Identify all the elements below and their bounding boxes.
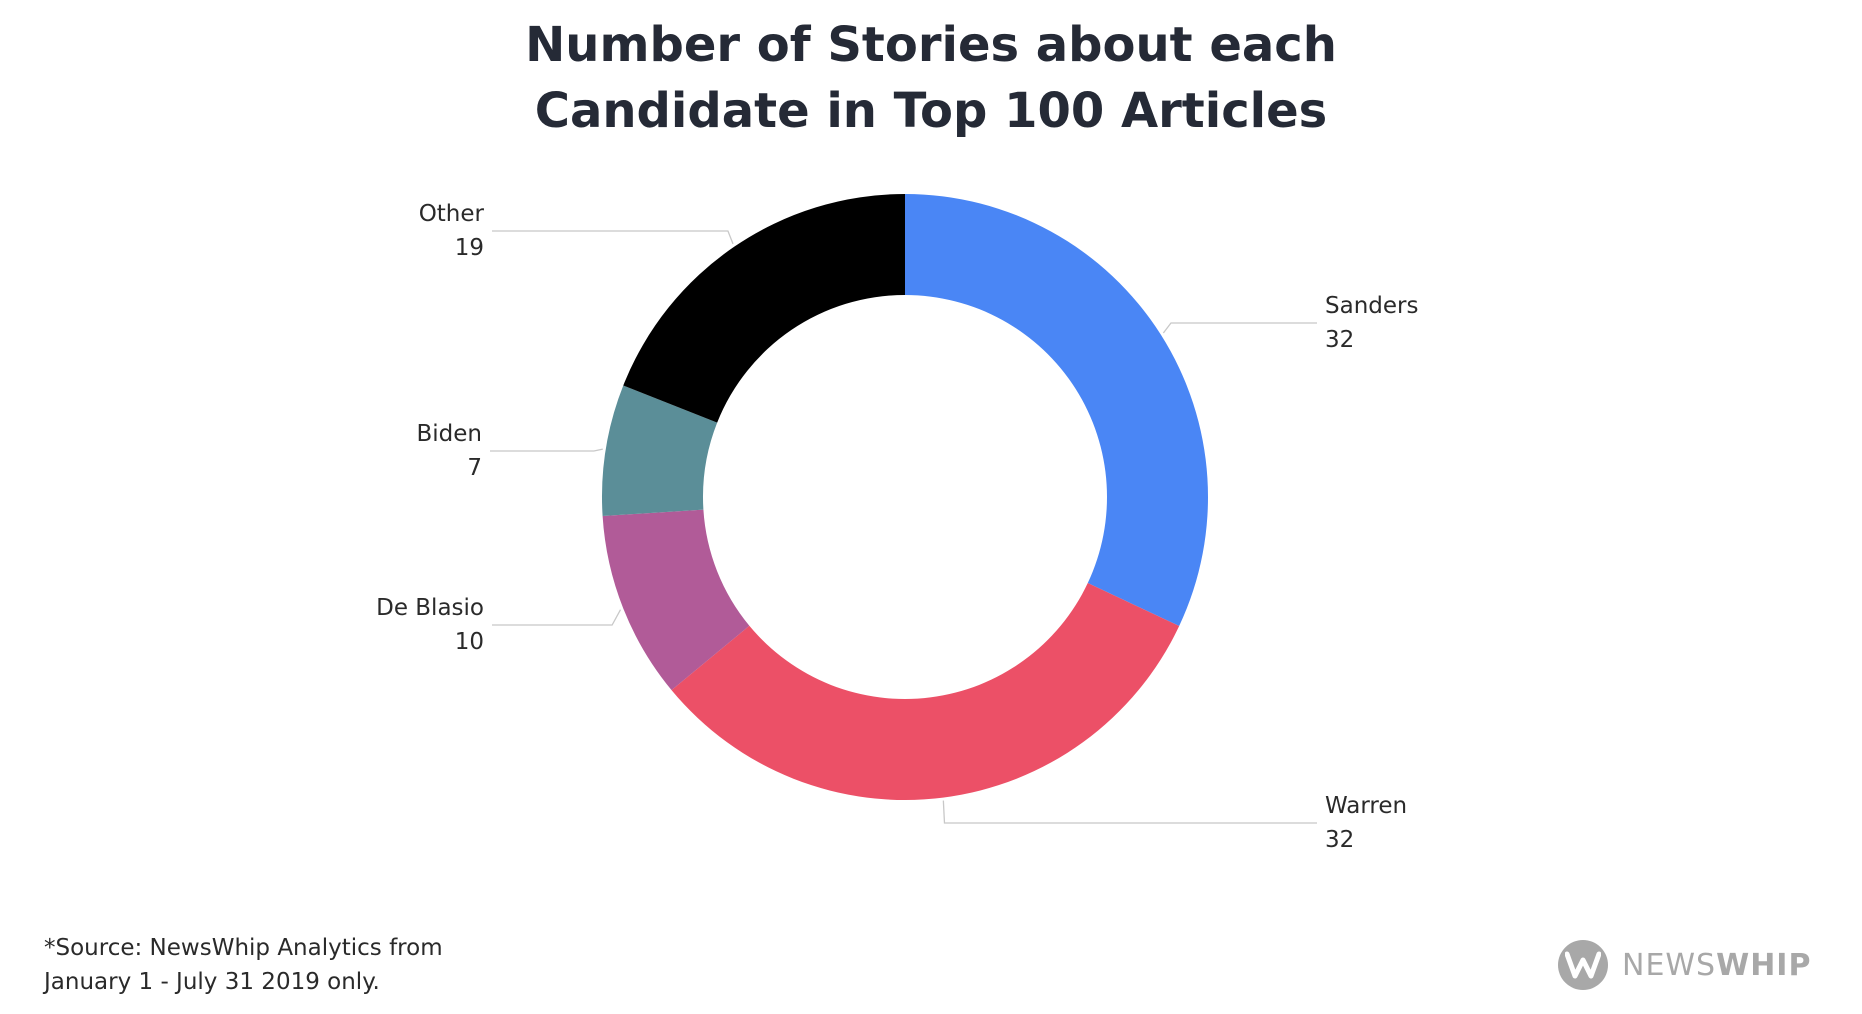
leader-line-sanders xyxy=(1162,322,1317,334)
slice-label-other: Other xyxy=(419,201,485,227)
slice-sanders xyxy=(905,194,1208,627)
leader-line-de-blasio xyxy=(492,609,622,626)
slice-value-de-blasio: 10 xyxy=(455,629,484,655)
leader-line-biden xyxy=(490,448,603,452)
slice-label-de-blasio: De Blasio xyxy=(376,595,484,621)
newswhip-logo: NEWSWHIP xyxy=(1558,940,1811,990)
slice-value-warren: 32 xyxy=(1325,827,1354,853)
slice-value-other: 19 xyxy=(455,235,484,261)
slice-warren xyxy=(671,583,1180,801)
wordmark-news: NEWS xyxy=(1622,947,1717,983)
chart-title-line-2: Candidate in Top 100 Articles xyxy=(534,83,1328,139)
slice-label-biden: Biden xyxy=(417,421,483,447)
source-footnote: *Source: NewsWhip Analytics from January… xyxy=(44,931,443,999)
slice-label-sanders: Sanders xyxy=(1325,293,1418,319)
chart-title: Number of Stories about each Candidate i… xyxy=(0,12,1862,144)
chart-title-line-1: Number of Stories about each xyxy=(525,17,1337,73)
w-glyph-icon xyxy=(1565,951,1601,979)
leader-line-warren xyxy=(942,800,1317,824)
slice-other xyxy=(623,194,905,423)
wordmark-whip: WHIP xyxy=(1716,947,1812,983)
slice-value-biden: 7 xyxy=(467,455,482,481)
slice-value-sanders: 32 xyxy=(1325,327,1354,353)
footnote-line-2: January 1 - July 31 2019 only. xyxy=(44,969,380,995)
slice-de-blasio xyxy=(602,509,750,691)
footnote-line-1: *Source: NewsWhip Analytics from xyxy=(44,935,443,961)
slice-label-warren: Warren xyxy=(1325,793,1407,819)
leader-line-other xyxy=(492,230,734,245)
newswhip-wordmark: NEWSWHIP xyxy=(1622,948,1811,983)
newswhip-logo-icon xyxy=(1558,940,1608,990)
slice-biden xyxy=(601,385,718,517)
